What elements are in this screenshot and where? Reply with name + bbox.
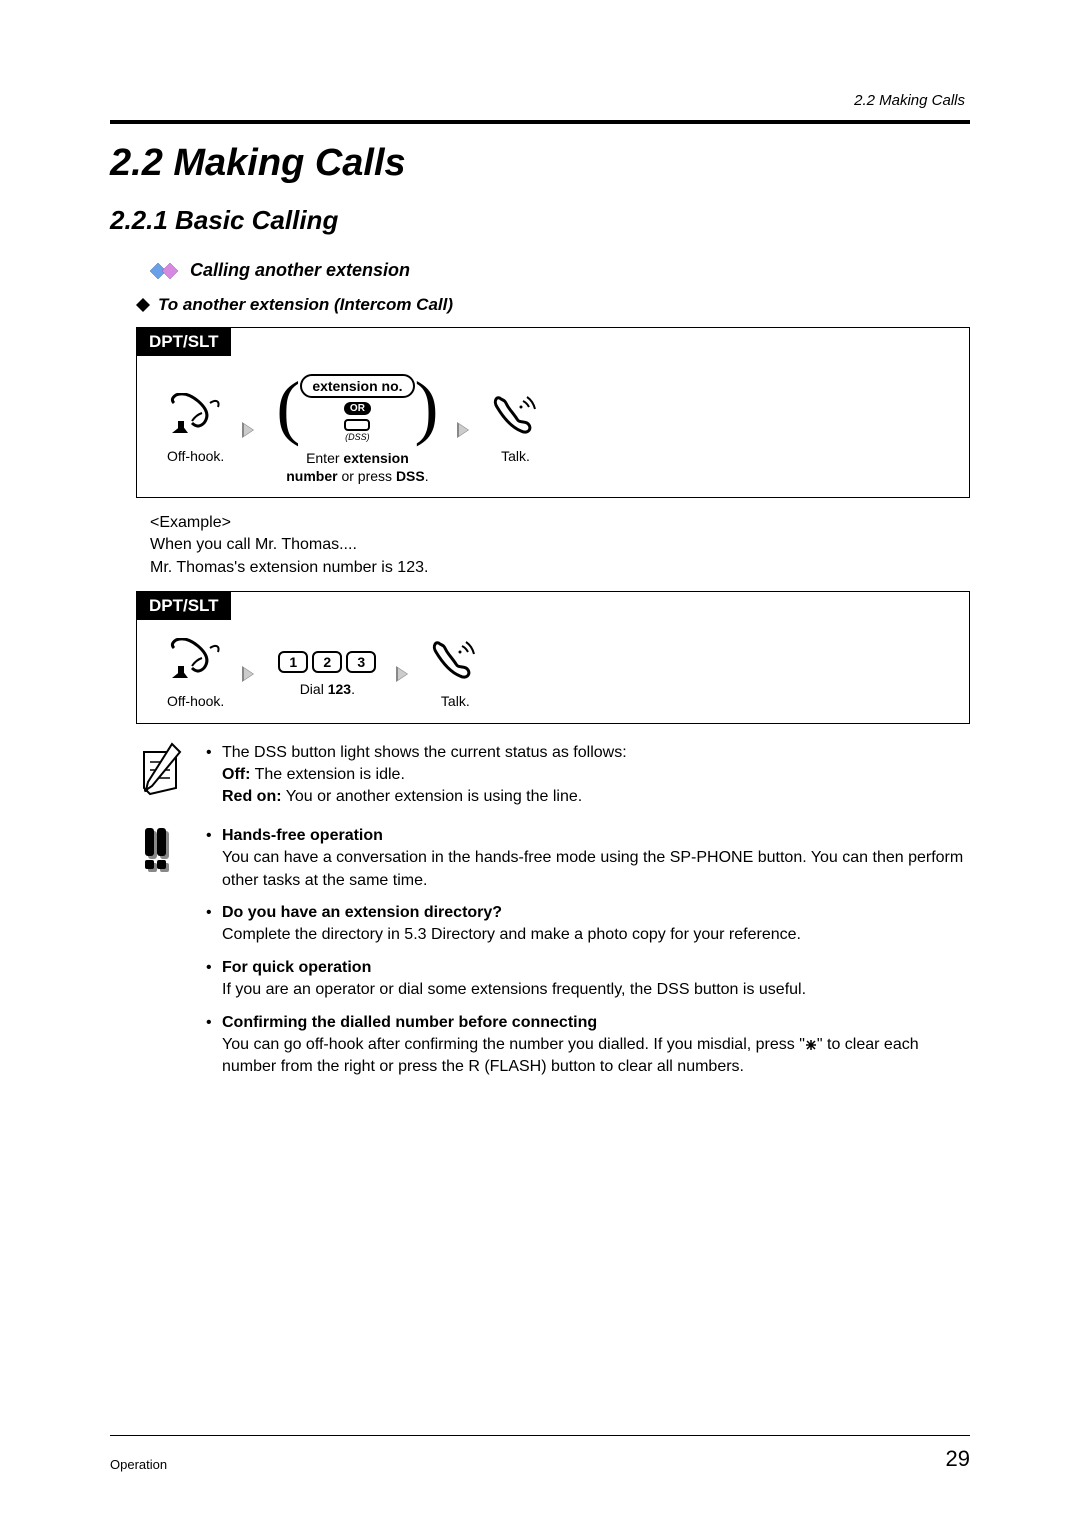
footer: Operation 29 — [110, 1435, 970, 1472]
sub-feature-title: To another extension (Intercom Call) — [158, 295, 453, 315]
keypad-2: 2 — [312, 651, 342, 673]
or-label: OR — [344, 402, 371, 415]
right-paren: ) — [415, 379, 439, 437]
keypad-3: 3 — [346, 651, 376, 673]
procedure-tab: DPT/SLT — [137, 592, 231, 620]
arrow-icon — [396, 664, 412, 684]
exclaim-icon — [136, 825, 188, 1089]
running-header: 2.2 Making Calls — [854, 92, 965, 109]
talk-icon — [430, 638, 480, 685]
step-caption: Talk. — [441, 693, 470, 711]
keypad-1: 1 — [278, 651, 308, 673]
step-caption: Off-hook. — [167, 448, 224, 466]
notepad-icon — [136, 742, 188, 819]
step-caption: Off-hook. — [167, 693, 224, 711]
footer-left: Operation — [110, 1457, 167, 1472]
arrow-icon — [242, 664, 258, 684]
page-number: 29 — [946, 1446, 970, 1472]
dss-button-icon — [344, 419, 370, 431]
step-caption: Enter extension number or press DSS. — [286, 450, 428, 485]
note-block-1: The DSS button light shows the current s… — [206, 742, 627, 819]
arrow-icon — [457, 420, 473, 440]
handset-icon — [168, 393, 224, 440]
procedure-box-2: DPT/SLT Off-hook. — [136, 591, 970, 724]
note-block-2: Hands-free operation You can have a conv… — [206, 825, 970, 1089]
subsection-heading: 2.2.1 Basic Calling — [110, 205, 970, 236]
handset-icon — [168, 638, 224, 685]
step-caption: Talk. — [501, 448, 530, 466]
diamond-icon — [136, 298, 150, 312]
example-block: <Example> When you call Mr. Thomas.... M… — [150, 512, 970, 579]
dss-label: (DSS) — [345, 432, 370, 442]
feature-title: Calling another extension — [190, 260, 410, 281]
left-paren: ( — [276, 379, 300, 437]
step-caption: Dial 123. — [300, 681, 355, 699]
top-rule — [110, 120, 970, 124]
section-heading: 2.2 Making Calls — [110, 142, 970, 185]
talk-icon — [491, 393, 541, 440]
diamond-pair-icon — [150, 263, 180, 279]
arrow-icon — [242, 420, 258, 440]
procedure-tab: DPT/SLT — [137, 328, 231, 356]
extension-pill: extension no. — [300, 374, 414, 398]
procedure-box-1: DPT/SLT Off-hook. — [136, 327, 970, 498]
